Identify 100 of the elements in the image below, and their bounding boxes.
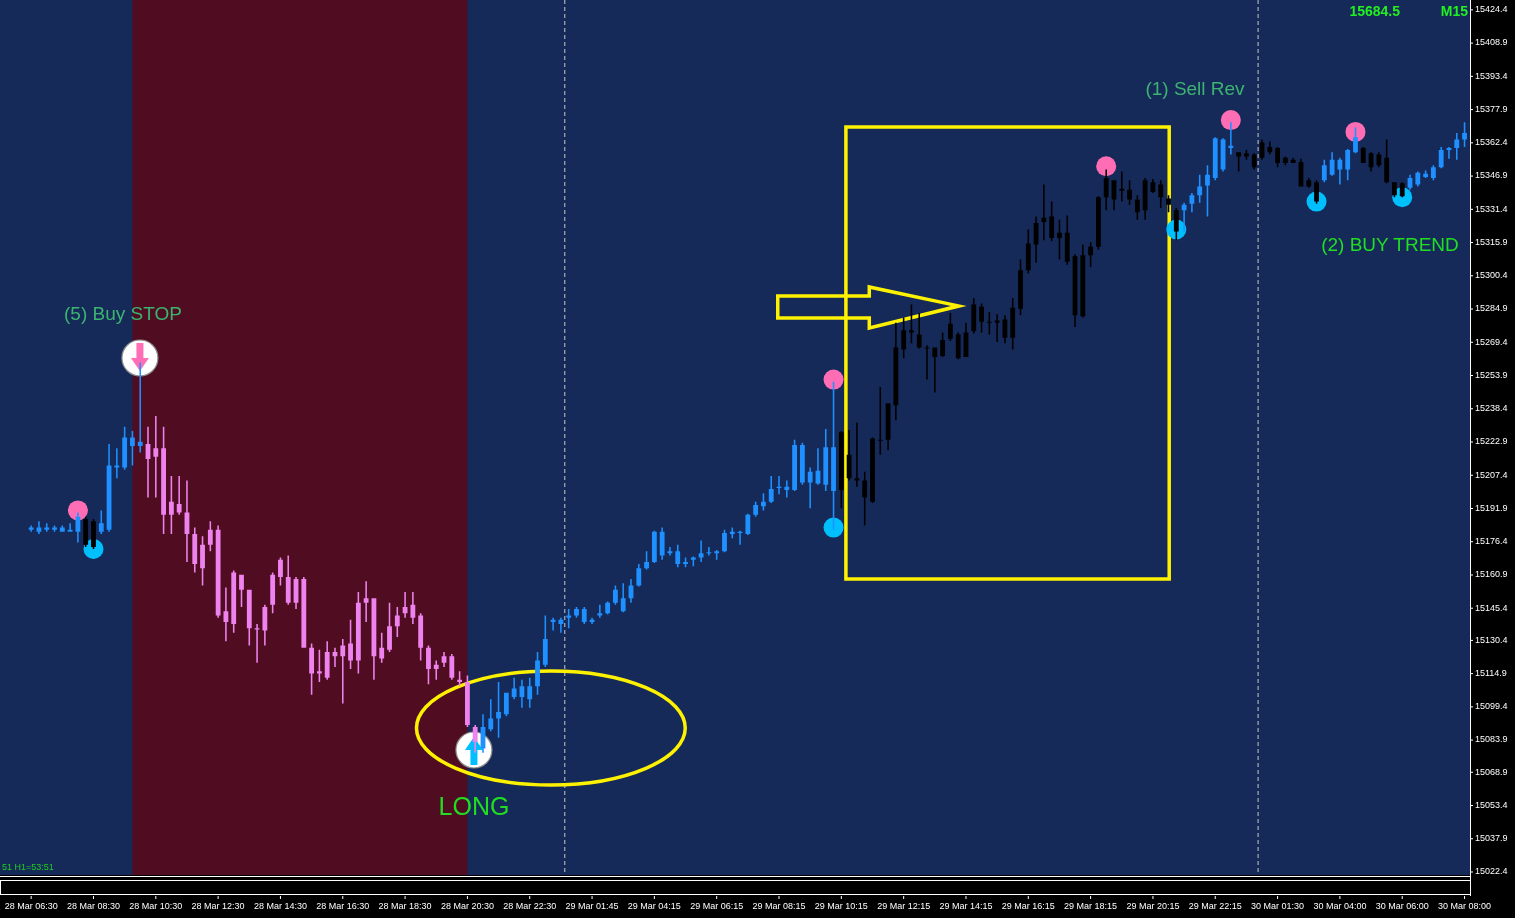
candlestick	[410, 591, 416, 625]
candlestick	[44, 523, 50, 532]
candlestick	[1228, 122, 1234, 155]
annotation: (5) Buy STOP	[64, 303, 182, 325]
y-tick-label: 15377.9	[1475, 103, 1508, 114]
candlestick	[488, 699, 494, 732]
y-tick-label: 15346.9	[1475, 170, 1508, 181]
candlestick	[1189, 193, 1195, 213]
candlestick	[698, 540, 704, 562]
y-tick-label: 15362.4	[1475, 137, 1508, 148]
annotation: 15684.5	[1349, 2, 1401, 19]
x-tick-label: 28 Mar 14:30	[253, 901, 307, 912]
candlestick	[28, 525, 34, 532]
candlestick	[1181, 202, 1187, 232]
candlestick	[137, 362, 143, 453]
annotation: LONG	[438, 791, 510, 820]
annotation: (1) Sell Rev	[1145, 78, 1246, 100]
candlestick	[527, 677, 533, 708]
candlestick	[1337, 157, 1343, 185]
candlestick	[737, 530, 743, 545]
y-tick-label: 15022.4	[1475, 866, 1508, 877]
candlestick	[153, 416, 159, 498]
x-tick-label: 29 Mar 08:15	[752, 901, 806, 912]
candlestick	[254, 624, 260, 663]
candlestick	[807, 467, 813, 509]
x-tick-label: 28 Mar 18:30	[378, 901, 432, 912]
x-tick-label: 29 Mar 06:15	[690, 901, 744, 912]
y-tick-label: 15207.4	[1475, 469, 1508, 480]
x-tick-label: 28 Mar 12:30	[191, 901, 245, 912]
candlestick	[332, 647, 338, 667]
x-tick-label: 28 Mar 06:30	[4, 901, 58, 912]
x-tick-label: 29 Mar 22:15	[1188, 901, 1242, 912]
x-tick-label: 30 Mar 04:00	[1313, 901, 1367, 912]
y-tick-label: 15145.4	[1475, 602, 1508, 613]
y-tick-label: 15253.9	[1475, 369, 1508, 380]
y-tick-label: 15284.9	[1475, 303, 1508, 314]
y-tick-label: 15114.9	[1475, 668, 1507, 678]
candlestick	[98, 510, 104, 535]
y-tick-label: 15393.4	[1475, 70, 1508, 81]
annotation: M15	[1440, 2, 1469, 19]
x-tick-label: 29 Mar 04:15	[627, 901, 681, 912]
x-tick-label: 30 Mar 01:30	[1251, 901, 1305, 912]
annotation: 51 H1=53:51	[2, 862, 54, 873]
candlestick	[776, 476, 782, 495]
y-tick-label: 15176.4	[1475, 536, 1508, 547]
candlestick	[706, 546, 712, 556]
candlestick	[511, 677, 517, 700]
candlestick	[223, 587, 229, 642]
x-tick-label: 29 Mar 16:15	[1001, 901, 1055, 912]
candlestick	[784, 480, 790, 498]
y-tick-label: 15300.4	[1475, 270, 1508, 281]
y-tick-label: 15424.4	[1475, 4, 1508, 15]
x-tick-label: 30 Mar 08:00	[1438, 901, 1492, 912]
candlestick	[114, 448, 120, 479]
x-tick-label: 28 Mar 22:30	[503, 901, 557, 912]
candlestick	[145, 426, 151, 498]
point	[823, 369, 844, 390]
x-tick-label: 28 Mar 16:30	[316, 901, 370, 912]
candlestick	[1041, 184, 1047, 241]
candlestick	[363, 581, 369, 622]
candlestick	[729, 527, 735, 539]
x-tick-label: 29 Mar 12:15	[877, 901, 931, 912]
candlestick	[597, 604, 603, 618]
candlestick	[550, 617, 556, 631]
x-tick-label: 29 Mar 14:15	[939, 901, 993, 912]
y-tick-label: 15083.9	[1475, 734, 1508, 745]
y-tick-label: 15222.9	[1475, 436, 1508, 447]
point	[1096, 156, 1117, 177]
candlestick	[620, 583, 626, 613]
candlestick	[402, 591, 408, 618]
y-tick-label: 15315.9	[1475, 236, 1508, 247]
y-tick-label: 15160.9	[1475, 569, 1508, 580]
candlestick	[1446, 146, 1452, 159]
y-tick-label: 15130.4	[1475, 634, 1508, 645]
annotation: (2) BUY TREND	[1321, 234, 1459, 256]
point	[67, 500, 88, 521]
y-tick-label: 15191.9	[1475, 502, 1508, 513]
x-tick-label: 28 Mar 20:30	[440, 901, 494, 912]
y-tick-label: 15269.4	[1475, 336, 1508, 347]
candlestick	[176, 476, 182, 515]
candlestick	[932, 347, 938, 393]
candlestick	[916, 313, 922, 349]
x-tick-label: 29 Mar 20:15	[1126, 901, 1180, 912]
candlestick	[1119, 171, 1125, 202]
x-tick-label: 29 Mar 10:15	[814, 901, 868, 912]
y-tick-label: 15053.4	[1475, 799, 1508, 810]
y-tick-label: 15238.4	[1475, 403, 1508, 414]
x-tick-label: 28 Mar 10:30	[129, 901, 183, 912]
y-tick-label: 15068.9	[1475, 766, 1508, 777]
candlestick	[924, 345, 930, 380]
y-tick-label: 15331.4	[1475, 203, 1508, 214]
candlestick	[433, 660, 439, 680]
x-tick-label: 30 Mar 06:00	[1375, 901, 1429, 912]
x-tick-label: 29 Mar 01:45	[565, 901, 619, 912]
candlestick	[1158, 180, 1164, 209]
candlestick	[558, 617, 564, 633]
candlestick	[854, 422, 860, 487]
x-tick-label: 28 Mar 08:30	[66, 901, 121, 912]
candlestick	[1454, 132, 1460, 160]
x-tick-label: 29 Mar 18:15	[1064, 901, 1118, 912]
